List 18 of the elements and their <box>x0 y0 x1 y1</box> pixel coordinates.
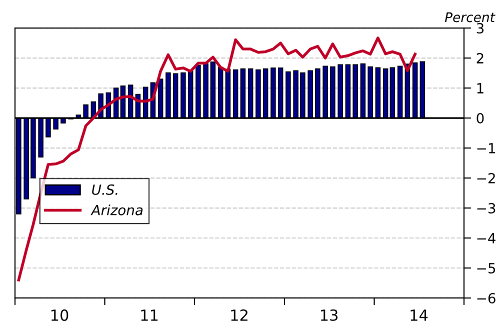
legend-label: U.S. <box>92 184 118 195</box>
x-tick-label: 13 <box>320 309 338 321</box>
x-tick-label: 12 <box>231 309 248 321</box>
y-axis-title: Percent <box>444 12 496 22</box>
y-tick-label: −6 <box>477 292 496 304</box>
y-tick-label: −1 <box>477 143 495 154</box>
y-tick-label: −3 <box>477 202 496 214</box>
y-tick-label: 1 <box>477 83 484 94</box>
legend-label: Arizona <box>90 204 143 216</box>
x-tick-label: 14 <box>410 310 428 321</box>
y-tick-label: −4 <box>477 233 496 244</box>
y-tick-label: 0 <box>476 113 484 124</box>
y-tick-label: −5 <box>477 263 496 274</box>
y-tick-label: 3 <box>476 23 484 34</box>
x-tick-label: 11 <box>141 310 158 321</box>
x-tick-label: 10 <box>51 309 68 321</box>
y-tick-label: 2 <box>476 53 484 64</box>
y-tick-label: −2 <box>477 172 495 184</box>
